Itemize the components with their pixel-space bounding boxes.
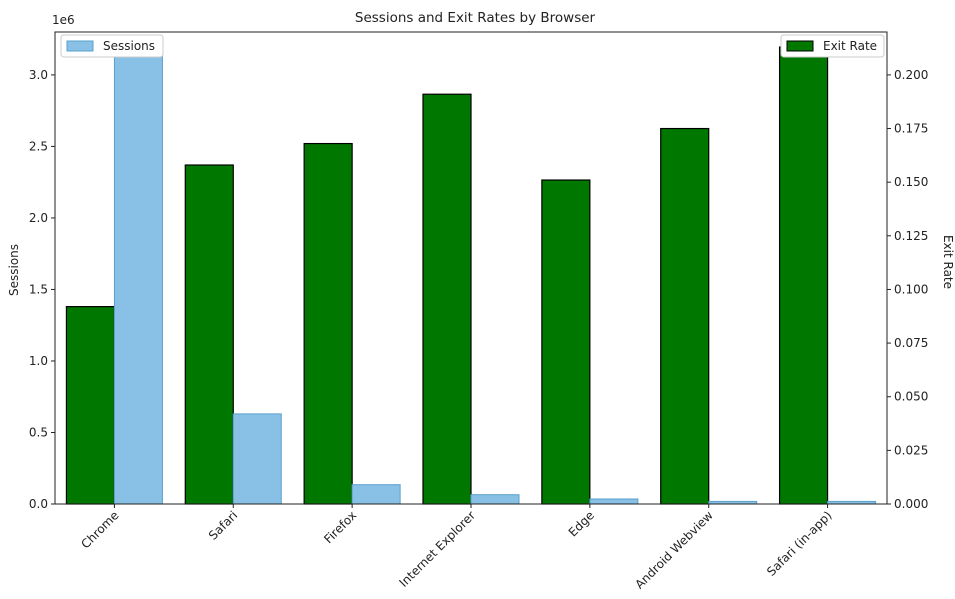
y-right-tick-label: 0.050 xyxy=(894,390,928,404)
sessions-bar xyxy=(113,45,163,505)
legend-swatch-sessions xyxy=(66,40,94,52)
y-right-tick-label: 0.000 xyxy=(894,497,928,511)
legend-sessions: Sessions xyxy=(60,34,164,58)
sessions-bars xyxy=(113,45,877,505)
x-tick-label: Android Webview xyxy=(632,508,716,592)
sessions-bar xyxy=(589,498,639,505)
legend-label-sessions: Sessions xyxy=(103,39,155,53)
y-left-tick-label: 1.0 xyxy=(29,354,48,368)
y-left-tick-label: 0.5 xyxy=(29,425,48,439)
legend-exit-rate: Exit Rate xyxy=(780,34,885,58)
exit-rate-bar xyxy=(303,142,353,505)
exit-rate-bar xyxy=(660,127,710,505)
y-left-tick-label: 2.0 xyxy=(29,211,48,225)
y-right-tick-label: 0.150 xyxy=(894,175,928,189)
y-left-tick-label: 1.5 xyxy=(29,282,48,296)
exit-rate-bar xyxy=(65,306,116,505)
exit-rate-bar xyxy=(778,46,829,505)
x-tick-label: Internet Explorer xyxy=(396,508,478,590)
exit-rate-bar xyxy=(422,93,472,505)
exit-rate-bar xyxy=(541,179,591,505)
exit-rate-bars xyxy=(65,46,829,505)
y-left-tick-label: 0.0 xyxy=(29,497,48,511)
sessions-bar xyxy=(351,484,401,505)
chart-title: Sessions and Exit Rates by Browser xyxy=(355,10,596,26)
x-tick-label: Safari (in-app) xyxy=(764,508,835,579)
y-right-tick-label: 0.200 xyxy=(894,68,928,82)
sessions-bar xyxy=(232,413,282,505)
y-right-tick-label: 0.075 xyxy=(894,336,928,350)
y-right-tick-label: 0.125 xyxy=(894,229,928,243)
x-tick-label: Firefox xyxy=(321,508,359,546)
y-left-tick-label: 2.5 xyxy=(29,139,48,153)
y-right-tick-label: 0.175 xyxy=(894,122,928,136)
legend-label-exit-rate: Exit Rate xyxy=(823,39,877,53)
exit-rate-bar xyxy=(184,164,234,505)
legend-swatch-exit-rate xyxy=(786,40,814,52)
x-tick-label: Edge xyxy=(566,508,597,539)
sessions-bar xyxy=(470,494,520,505)
x-tick-label: Safari xyxy=(206,508,241,543)
y-right-label: Exit Rate xyxy=(941,235,955,289)
y-left-offset-text: 1e6 xyxy=(52,13,75,27)
x-tick-label: Chrome xyxy=(78,508,121,551)
y-right-tick-label: 0.025 xyxy=(894,443,928,457)
y-left-tick-label: 3.0 xyxy=(29,68,48,82)
y-left-label: Sessions xyxy=(7,244,21,296)
y-right-tick-label: 0.100 xyxy=(894,282,928,296)
